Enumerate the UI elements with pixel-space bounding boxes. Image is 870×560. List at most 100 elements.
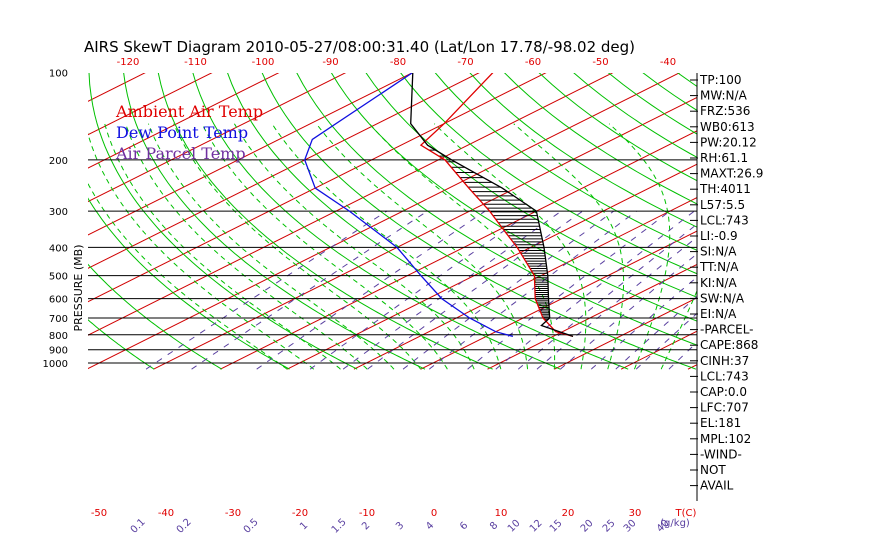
stability-index-label: SW:N/A: [700, 291, 745, 305]
pressure-tick-label: 500: [49, 272, 68, 283]
stability-index-label: MAXT:26.9: [700, 167, 763, 181]
bottom-temp-tick-label: -10: [359, 508, 375, 519]
dry-adiabat-line: [365, 73, 697, 298]
mixing-ratio-line: [615, 295, 697, 370]
stability-index-label: TH:4011: [699, 182, 751, 196]
top-temp-tick-label: -120: [117, 57, 140, 68]
stability-index-label: MPL:102: [700, 432, 751, 446]
stability-index-label: KI:N/A: [700, 276, 737, 290]
bottom-temp-tick-label: 10: [495, 508, 508, 519]
stability-index-label: CAP:0.0: [700, 385, 747, 399]
chart-title: AIRS SkewT Diagram 2010-05-27/08:00:31.4…: [84, 38, 635, 56]
stability-index-label: -WIND-: [700, 447, 742, 461]
pressure-tick-label: 900: [49, 346, 68, 357]
mixing-ratio-tick-label: 6: [458, 520, 470, 532]
isotherm-line: [88, 73, 614, 336]
dry-adiabat-line: [503, 73, 697, 205]
mixing-ratio-line: [428, 210, 637, 370]
stability-index-label: L57:5.5: [700, 198, 745, 212]
dry-adiabat-line: [88, 197, 290, 370]
stability-index-label: MW:N/A: [700, 89, 748, 103]
mixing-ratio-tick-label: 12: [528, 518, 545, 535]
isotherm-line: [0, 73, 12, 370]
stability-index-label: LCL:743: [700, 213, 749, 227]
dry-adiabat-line: [123, 73, 426, 370]
mixing-ratio-tick-label: 4: [424, 520, 436, 532]
stability-index-label: TP:100: [699, 73, 742, 87]
stability-index-label: TT:N/A: [699, 260, 739, 274]
dry-adiabat-line: [816, 73, 870, 370]
isotherm-line: [353, 197, 697, 370]
mixing-ratio-line: [367, 210, 583, 370]
bottom-temp-tick-label: -20: [292, 508, 308, 519]
pressure-tick-label: 600: [49, 295, 68, 306]
top-temp-tick-label: -40: [660, 57, 676, 68]
mixing-ratio-tick-label: 20: [579, 518, 596, 535]
stability-index-label: CINH:37: [700, 354, 749, 368]
pressure-tick-label: 300: [49, 207, 68, 218]
legend-entry: Ambient Air Temp: [115, 102, 263, 121]
plot-background: [88, 73, 697, 501]
mixing-ratio-tick-label: 0.5: [242, 517, 261, 536]
isotherm-line: [286, 163, 697, 370]
pressure-tick-label: 400: [49, 243, 68, 254]
top-temp-tick-label: -50: [592, 57, 608, 68]
pressure-tick-label: 100: [49, 69, 68, 80]
air-parcel-temp-line: [410, 73, 574, 338]
mixing-ratio-tick-label: 1: [298, 520, 310, 532]
legend: Ambient Air Temp Dew Point Temp Air Parcel…: [115, 102, 263, 163]
bottom-temp-tick-label: -50: [91, 508, 107, 519]
isotherm-line: [554, 297, 697, 370]
stability-index-label: NOT: [700, 463, 726, 477]
mixing-ratio-tick-label: 1.5: [330, 517, 349, 536]
bottom-temp-tick-label: -40: [158, 508, 174, 519]
mixing-ratio-tick-label: 3: [394, 520, 406, 532]
stability-index-label: LFC:707: [700, 401, 749, 415]
bottom-temp-tick-label: 20: [562, 508, 575, 519]
bottom-temp-tick-label: 0: [431, 508, 437, 519]
dry-adiabat-line: [296, 73, 697, 346]
isotherm-line: [88, 73, 681, 370]
dry-adiabat-line: [88, 73, 358, 370]
mixing-ratio-tick-label: 15: [548, 518, 565, 535]
dry-adiabat-line: [227, 73, 629, 370]
isotherm-line: [88, 73, 480, 269]
isotherm-line: [220, 130, 697, 370]
dry-adiabat-line: [330, 73, 697, 322]
dry-adiabat-line: [746, 73, 870, 370]
ambient-air-temp-line: [419, 73, 574, 338]
mixing-ratio-line: [309, 210, 533, 370]
isotherm-line: [88, 73, 213, 136]
mixing-ratio-tick-label: 10: [506, 518, 523, 535]
stability-index-label: FRZ:536: [700, 104, 750, 118]
dry-adiabat-line: [434, 73, 697, 251]
stability-index-label: WB0:613: [700, 120, 755, 134]
top-temp-tick-label: -60: [525, 57, 541, 68]
dry-adiabat-line: [469, 73, 697, 228]
bottom-temp-unit: T(C): [675, 508, 697, 519]
dry-adiabat-line: [781, 73, 870, 370]
bottom-temp-tick-label: 30: [629, 508, 642, 519]
isotherm-line: [88, 73, 280, 169]
dry-adiabat-line: [850, 73, 870, 370]
pressure-tick-label: 1000: [43, 359, 68, 370]
stability-index-label: EL:181: [700, 416, 741, 430]
mixing-ratio-tick-label: 8: [488, 520, 500, 532]
pressure-tick-label: 700: [49, 314, 68, 325]
isotherm-line: [88, 73, 413, 236]
mixing-ratio-tick-label: 25: [601, 518, 618, 535]
profile-lines: [304, 73, 574, 338]
dry-adiabat-line: [261, 73, 697, 370]
mixing-ratio-line: [256, 210, 486, 370]
stability-index-label: LI:-0.9: [700, 229, 738, 243]
top-temp-tick-label: -90: [322, 57, 338, 68]
bottom-temp-tick-label: -30: [225, 508, 241, 519]
isotherm-line: [420, 230, 697, 370]
mixing-ratio-tick-label: 2: [360, 520, 372, 532]
dry-adiabat-line: [88, 319, 155, 370]
mixing-ratio-line: [145, 210, 388, 370]
legend-entry: Air Parcel Temp: [115, 144, 246, 163]
mixing-ratio-tick-label: 0.1: [129, 517, 148, 536]
dry-adiabat-line: [400, 73, 697, 275]
